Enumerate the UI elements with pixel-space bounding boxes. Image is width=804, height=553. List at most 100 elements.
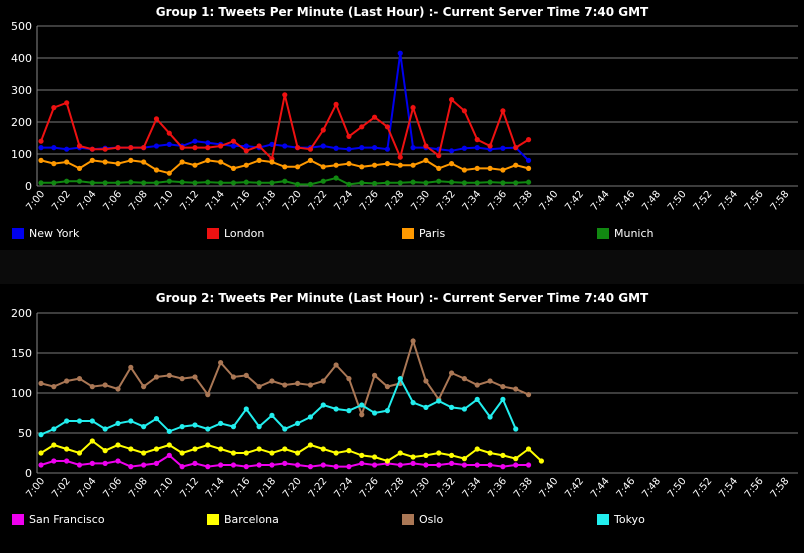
data-point <box>192 374 198 380</box>
data-point <box>230 143 237 149</box>
data-point <box>487 165 493 171</box>
data-point <box>333 101 339 107</box>
data-point <box>397 162 403 168</box>
data-point <box>359 452 365 458</box>
data-point <box>320 164 326 170</box>
data-point <box>51 105 57 111</box>
data-point <box>513 162 519 168</box>
data-point <box>410 454 416 460</box>
data-point <box>371 462 378 468</box>
data-point <box>192 145 198 151</box>
data-point <box>448 148 455 154</box>
data-point <box>333 145 339 151</box>
data-point <box>218 446 224 452</box>
data-point <box>89 460 95 466</box>
data-point <box>359 164 365 170</box>
data-point <box>384 146 391 152</box>
y-tick-label: 300 <box>11 84 32 97</box>
data-point <box>128 179 134 185</box>
y-tick-label: 500 <box>11 20 32 33</box>
data-point <box>230 450 237 456</box>
data-point <box>371 180 378 187</box>
data-point <box>346 181 352 187</box>
data-point <box>115 442 121 448</box>
data-point <box>282 382 288 388</box>
series-line-1 <box>40 439 543 463</box>
data-point <box>269 412 275 418</box>
data-point <box>64 178 70 184</box>
data-point <box>128 446 134 452</box>
data-point <box>295 145 301 151</box>
data-point <box>436 398 442 404</box>
data-point <box>448 161 455 167</box>
data-point <box>89 180 95 186</box>
data-point <box>436 165 442 171</box>
data-point <box>38 145 44 151</box>
y-tick-label: 200 <box>11 307 32 320</box>
data-point <box>76 143 83 149</box>
data-point <box>500 384 506 390</box>
data-point <box>243 148 249 154</box>
data-point <box>153 180 160 186</box>
data-point <box>307 414 314 420</box>
data-point <box>51 161 57 167</box>
data-point <box>320 402 326 408</box>
data-point <box>346 448 352 454</box>
data-point <box>89 438 95 444</box>
data-point <box>64 446 70 452</box>
data-point <box>269 450 275 456</box>
data-point <box>166 442 172 448</box>
data-point <box>153 446 160 452</box>
data-point <box>205 392 211 398</box>
data-point <box>397 376 403 382</box>
data-point <box>76 462 83 468</box>
data-point <box>461 406 468 412</box>
data-point <box>461 462 468 468</box>
data-point <box>230 138 237 144</box>
data-point <box>153 116 160 122</box>
data-point <box>76 376 83 382</box>
data-point <box>359 412 365 418</box>
data-point <box>384 161 391 167</box>
data-point <box>51 426 57 432</box>
data-point <box>243 162 249 168</box>
data-point <box>333 175 339 181</box>
data-point <box>346 161 352 167</box>
legend-label: Paris <box>419 227 445 240</box>
data-point <box>192 180 198 186</box>
data-point <box>179 464 185 470</box>
data-point <box>51 458 57 464</box>
data-point <box>218 360 224 366</box>
data-point <box>64 100 70 106</box>
data-point <box>333 362 339 368</box>
data-point <box>192 446 198 452</box>
data-point <box>474 462 480 468</box>
data-point <box>461 167 468 173</box>
legend-label: Tokyo <box>613 513 645 526</box>
data-point <box>461 180 468 186</box>
data-point <box>295 462 301 468</box>
data-point <box>89 157 95 163</box>
data-point <box>51 180 57 186</box>
data-point <box>192 460 198 466</box>
data-point <box>64 418 70 424</box>
data-point <box>282 426 288 432</box>
data-point <box>179 145 185 151</box>
data-point <box>487 179 493 185</box>
chart-title: Group 2: Tweets Per Minute (Last Hour) :… <box>156 291 649 305</box>
data-point <box>513 386 519 392</box>
data-point <box>487 143 493 149</box>
y-tick-label: 150 <box>11 347 32 360</box>
data-point <box>436 462 442 468</box>
legend-label: Oslo <box>419 513 443 526</box>
data-point <box>230 424 237 430</box>
data-point <box>410 460 416 466</box>
data-point <box>487 462 493 468</box>
data-point <box>205 442 211 448</box>
data-point <box>423 462 429 468</box>
data-point <box>320 446 326 452</box>
legend-swatch <box>597 228 609 239</box>
data-point <box>423 143 429 149</box>
data-point <box>230 180 237 186</box>
